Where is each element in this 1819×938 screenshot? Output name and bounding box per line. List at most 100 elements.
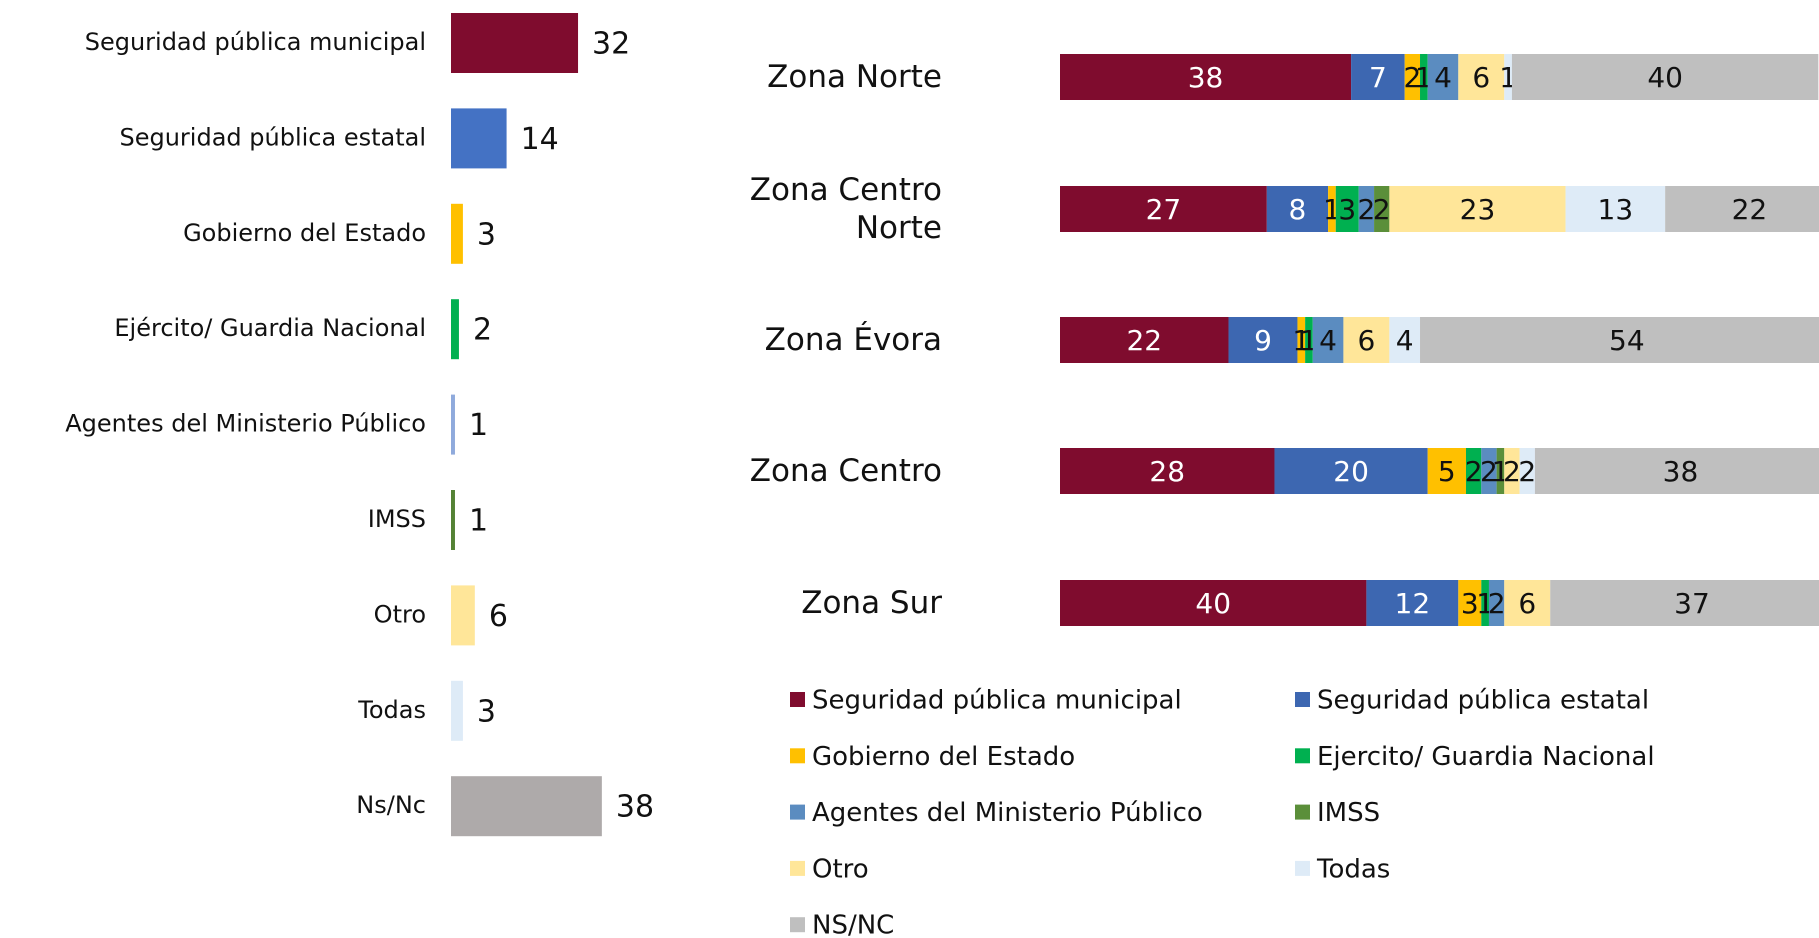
legend-swatch <box>1295 748 1310 764</box>
bar-segment <box>1504 448 1520 494</box>
bar-segment <box>1458 54 1505 100</box>
bar-segment <box>1366 580 1459 626</box>
bar <box>451 13 579 73</box>
value-label: 32 <box>592 27 630 62</box>
bar-segment <box>1060 186 1267 232</box>
bar-segment <box>1550 580 1819 626</box>
bar <box>451 299 459 360</box>
value-label: 9 <box>1254 324 1272 357</box>
bar-segment <box>1481 448 1497 494</box>
bar-segment <box>1488 580 1505 626</box>
value-label: 2 <box>1357 193 1375 226</box>
category-label: Zona Sur <box>801 585 942 621</box>
bar <box>451 776 602 837</box>
bar-segment <box>1228 317 1298 363</box>
bar-segment <box>1266 186 1329 232</box>
value-label: 6 <box>1472 61 1490 94</box>
bar-segment <box>1351 54 1405 100</box>
value-label: 3 <box>1461 587 1479 620</box>
category-label: Zona Centro Norte <box>749 172 942 246</box>
value-label: 23 <box>1460 193 1496 226</box>
value-label: 7 <box>1369 61 1387 94</box>
bar-segment <box>1374 186 1390 232</box>
bar <box>451 108 507 169</box>
value-label: 38 <box>1663 455 1699 488</box>
bar-segment <box>1481 580 1489 626</box>
value-label: 38 <box>616 790 654 825</box>
bar-segment <box>1511 54 1819 100</box>
legend-swatch <box>1295 804 1310 820</box>
legend-swatch <box>1295 860 1310 876</box>
value-label: 28 <box>1149 455 1185 488</box>
value-label: 6 <box>489 599 508 634</box>
bar <box>451 394 455 455</box>
value-label: 2 <box>473 313 492 348</box>
bar <box>451 680 463 741</box>
category-label: Zona Évora <box>764 322 942 358</box>
category-label: Otro <box>374 600 426 628</box>
value-label: 1 <box>469 504 488 539</box>
bar <box>451 203 463 264</box>
bar <box>451 585 475 646</box>
value-label: 20 <box>1333 455 1369 488</box>
category-label: Seguridad pública estatal <box>119 123 426 151</box>
bar-segment <box>1565 186 1666 232</box>
legend-swatch <box>790 804 805 820</box>
bar-segment <box>1389 186 1566 232</box>
legend-label: IMSS <box>1317 798 1380 828</box>
value-label: 8 <box>1289 193 1307 226</box>
value-label: 40 <box>1195 587 1231 620</box>
bar-segment <box>1665 186 1819 232</box>
bar-segment <box>1060 317 1229 363</box>
legend-label: Gobierno del Estado <box>812 742 1075 772</box>
legend-swatch <box>790 692 805 707</box>
bar-segment <box>1427 448 1466 494</box>
value-label: 38 <box>1188 61 1224 94</box>
value-label: 2 <box>1403 61 1421 94</box>
bar-segment <box>1060 448 1275 494</box>
bar-segment <box>1496 448 1505 494</box>
value-label: 3 <box>477 217 496 252</box>
category-label: IMSS <box>368 505 426 533</box>
value-label: 2 <box>1503 455 1521 488</box>
value-label: 2 <box>1373 193 1391 226</box>
category-label: Todas <box>357 696 426 724</box>
bar-segment <box>1305 317 1313 363</box>
bar-segment <box>1458 580 1482 626</box>
legend-swatch <box>790 748 805 764</box>
legend-swatch <box>790 860 805 876</box>
value-label: 12 <box>1395 587 1431 620</box>
legend-label: Ejercito/ Guardia Nacional <box>1317 742 1655 772</box>
legend-swatch <box>1295 692 1310 707</box>
value-label: 37 <box>1674 587 1710 620</box>
bar-segment <box>1404 54 1421 100</box>
value-label: 3 <box>477 694 496 729</box>
bar-segment <box>1420 54 1428 100</box>
category-label: Ns/Nc <box>356 791 426 819</box>
category-label: Agentes del Ministerio Público <box>65 410 426 438</box>
value-label: 22 <box>1732 193 1768 226</box>
bar-segment <box>1343 317 1390 363</box>
bar-segment <box>1465 448 1482 494</box>
value-label: 6 <box>1518 587 1536 620</box>
bar-segment <box>1358 186 1375 232</box>
value-label: 3 <box>1338 193 1356 226</box>
bar-segment <box>1389 317 1421 363</box>
value-label: 5 <box>1438 455 1456 488</box>
bar-segment <box>1504 580 1551 626</box>
category-label: Ejército/ Guardia Nacional <box>114 314 426 342</box>
value-label: 4 <box>1396 324 1414 357</box>
value-label: 4 <box>1319 324 1337 357</box>
value-label: 2 <box>1518 455 1536 488</box>
value-label: 40 <box>1647 61 1683 94</box>
bar-segment <box>1060 54 1352 100</box>
value-label: 1 <box>469 408 488 443</box>
bar-segment <box>1312 317 1344 363</box>
bar-segment <box>1427 54 1459 100</box>
value-label: 2 <box>1488 587 1506 620</box>
bar-segment <box>1420 317 1819 363</box>
value-label: 13 <box>1598 193 1634 226</box>
bar-segment <box>1274 448 1428 494</box>
legend-label: Agentes del Ministerio Público <box>812 798 1203 828</box>
bar-segment <box>1504 54 1512 100</box>
